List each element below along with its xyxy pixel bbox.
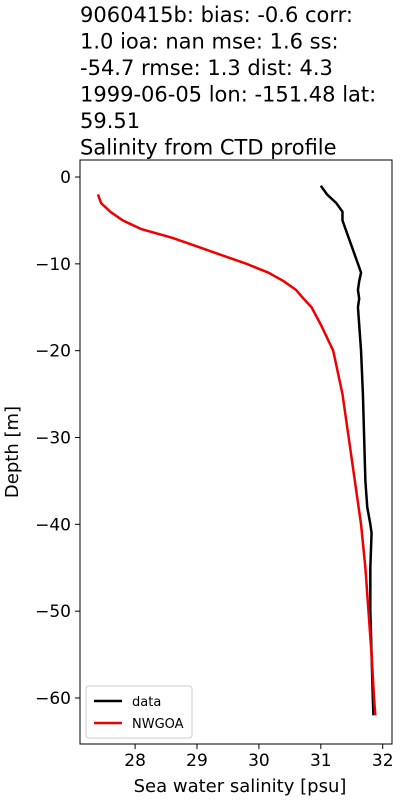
series-line [96,193,377,716]
y-axis-label: Depth [m] [2,406,23,498]
chart-title: 1999-06-05 lon: -151.48 lat: [80,83,376,107]
x-tick-label: 29 [186,751,208,771]
chart-title: 1.0 ioa: nan mse: 1.6 ss: [80,30,339,54]
y-tick-label: −10 [35,255,71,275]
plot-frame [79,159,393,745]
y-tick-label: −30 [35,428,71,448]
x-tick-label: 28 [124,751,146,771]
series-line [319,184,375,716]
y-tick-label: −60 [35,689,71,709]
x-tick-label: 32 [372,751,394,771]
y-tick-label: 0 [60,168,71,188]
chart-title: Salinity from CTD profile [80,136,337,160]
y-tick-label: −50 [35,602,71,622]
y-tick-label: −20 [35,342,71,362]
chart-title: 59.51 [80,109,140,133]
legend-label: NWGOA [132,717,184,732]
x-tick-label: 30 [248,751,270,771]
y-tick-label: −40 [35,515,71,535]
legend-box [85,685,193,739]
chart-title: -54.7 rmse: 1.3 dist: 4.3 [80,56,333,80]
x-tick-label: 31 [310,751,332,771]
chart-title: 9060415b: bias: -0.6 corr: [80,3,353,27]
legend-label: data [132,695,161,710]
x-axis-label: Sea water salinity [psu] [134,776,347,797]
